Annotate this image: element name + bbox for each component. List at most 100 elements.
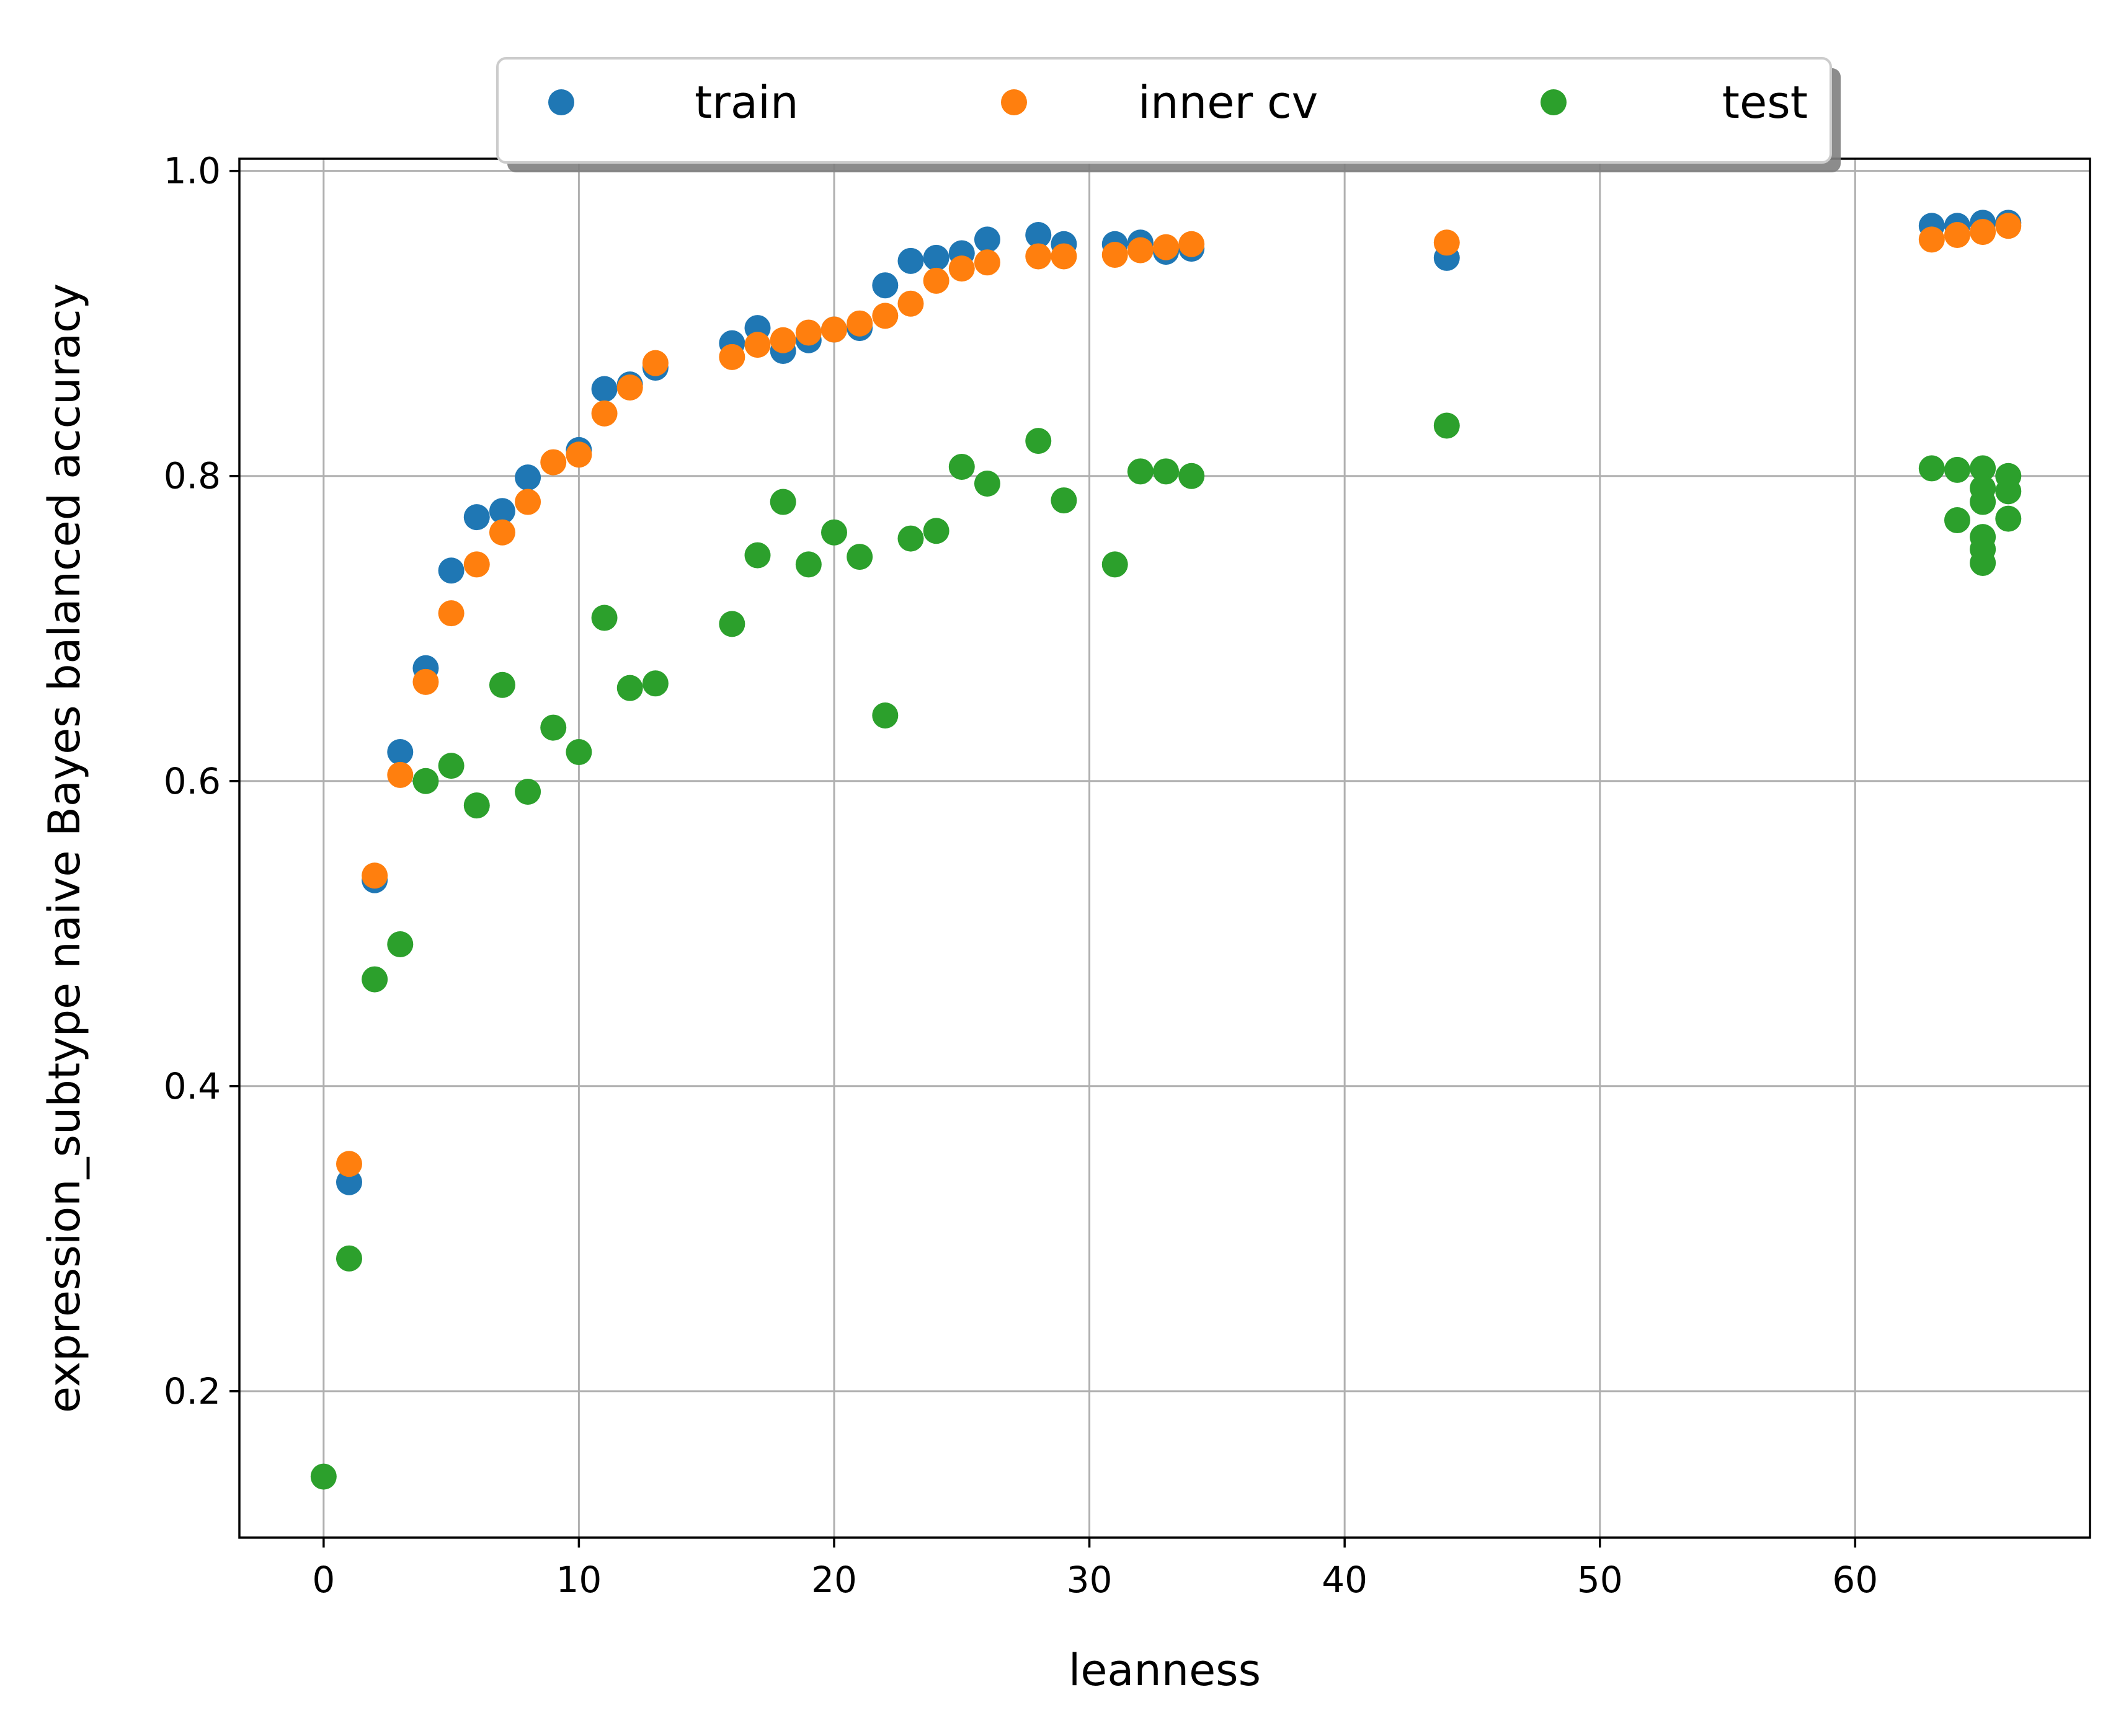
point-inner-cv (1944, 222, 1970, 249)
point-test (1995, 478, 2022, 505)
point-test (362, 966, 388, 993)
point-inner-cv (1127, 237, 1154, 264)
point-inner-cv (438, 600, 465, 627)
y-axis-label: expression_subtype naive Bayes balanced … (39, 283, 90, 1413)
point-test (1153, 458, 1180, 485)
point-test (489, 671, 515, 698)
x-tick-label: 50 (1577, 1559, 1623, 1601)
point-train (872, 272, 899, 299)
point-inner-cv (847, 310, 873, 337)
point-test (1944, 507, 1970, 534)
point-inner-cv (795, 319, 822, 346)
point-test (974, 471, 1000, 497)
legend-marker-test (1541, 89, 1567, 115)
data-points (310, 210, 2022, 1490)
point-test (770, 489, 796, 515)
point-inner-cv (897, 290, 924, 317)
point-inner-cv (387, 761, 414, 788)
x-axis-label: leanness (1069, 1645, 1261, 1696)
point-inner-cv (1995, 213, 2022, 239)
point-test (1970, 549, 1996, 576)
point-train (897, 247, 924, 274)
x-tick-label: 40 (1322, 1559, 1367, 1601)
x-tick-label: 0 (312, 1559, 335, 1601)
point-test (897, 525, 924, 552)
x-tick-label: 60 (1832, 1559, 1878, 1601)
point-inner-cv (948, 255, 975, 282)
point-inner-cv (362, 862, 388, 889)
point-test (719, 611, 745, 637)
point-train (438, 557, 465, 584)
point-inner-cv (540, 449, 567, 476)
point-test (412, 768, 439, 794)
point-test (1970, 489, 1996, 515)
y-tick-label: 0.6 (164, 760, 221, 802)
y-axis-ticks: 0.2 0.4 0.6 0.8 1.0 (164, 150, 239, 1412)
point-test (1944, 456, 1970, 483)
point-inner-cv (642, 350, 669, 376)
point-inner-cv (515, 489, 541, 515)
point-inner-cv (1025, 243, 1052, 270)
point-train (591, 376, 618, 402)
point-inner-cv (1178, 231, 1205, 257)
legend-marker-train (548, 89, 574, 115)
point-inner-cv (412, 668, 439, 695)
point-test (1101, 551, 1128, 578)
point-inner-cv (1051, 243, 1077, 270)
point-test (310, 1463, 337, 1490)
point-inner-cv (1918, 226, 1945, 253)
point-inner-cv (1970, 219, 1996, 246)
x-axis-ticks: 0 10 20 30 40 50 60 (312, 1538, 1878, 1601)
point-train (974, 226, 1000, 253)
legend-label-train: train (695, 76, 799, 128)
point-test (923, 518, 949, 544)
y-tick-label: 1.0 (164, 150, 221, 192)
point-test (566, 739, 592, 766)
point-train (336, 1169, 362, 1195)
point-test (1051, 487, 1077, 514)
point-inner-cv (974, 249, 1000, 276)
point-inner-cv (872, 303, 899, 329)
point-test (1127, 458, 1154, 485)
point-test (1918, 455, 1945, 482)
point-test (387, 931, 414, 957)
point-train (387, 739, 414, 766)
y-tick-label: 0.2 (164, 1370, 221, 1412)
y-tick-label: 0.8 (164, 455, 221, 497)
point-test (336, 1245, 362, 1272)
point-inner-cv (591, 400, 618, 427)
point-inner-cv (1433, 229, 1460, 256)
point-inner-cv (336, 1151, 362, 1177)
point-inner-cv (744, 332, 771, 358)
point-test (438, 753, 465, 779)
point-test (591, 604, 618, 631)
plot-area-background (239, 159, 2090, 1538)
point-train (515, 464, 541, 491)
point-inner-cv (820, 316, 847, 343)
point-test (847, 544, 873, 570)
point-test (872, 702, 899, 728)
point-inner-cv (463, 551, 490, 578)
point-inner-cv (923, 267, 949, 294)
point-inner-cv (770, 327, 796, 353)
x-tick-label: 20 (811, 1559, 857, 1601)
legend-marker-inner-cv (1001, 89, 1027, 115)
point-inner-cv (1101, 241, 1128, 268)
point-test (1178, 463, 1205, 489)
legend-label-inner-cv: inner cv (1138, 76, 1318, 128)
point-test (540, 714, 567, 741)
y-tick-label: 0.4 (164, 1065, 221, 1107)
point-test (744, 542, 771, 569)
point-test (1970, 455, 1996, 482)
point-test (515, 778, 541, 805)
legend-label-test: test (1722, 76, 1808, 128)
point-train (463, 504, 490, 531)
point-test (616, 675, 643, 701)
point-test (948, 453, 975, 480)
point-inner-cv (616, 374, 643, 401)
point-inner-cv (566, 441, 592, 468)
point-test (795, 551, 822, 578)
point-inner-cv (489, 519, 515, 546)
point-test (1995, 505, 2022, 532)
